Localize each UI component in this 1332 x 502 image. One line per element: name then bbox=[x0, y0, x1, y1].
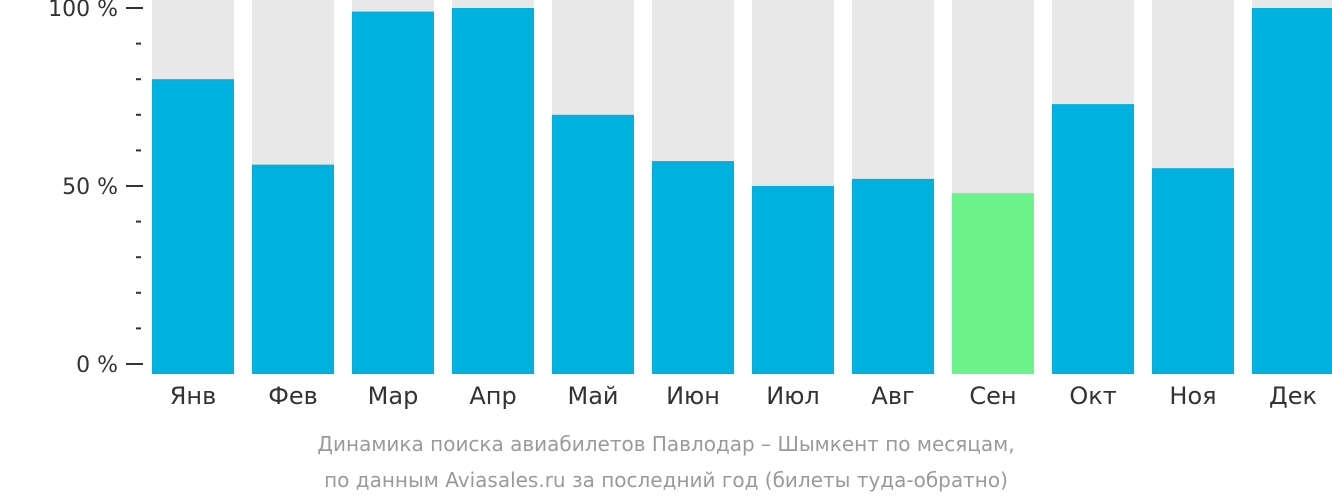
x-tick-label-4: Май bbox=[567, 382, 618, 410]
chart-caption-line-2: по данным Aviasales.ru за последний год … bbox=[324, 468, 1008, 492]
bar-0 bbox=[152, 79, 234, 374]
y-tick-label-2: 100 % bbox=[48, 0, 118, 22]
bar-11 bbox=[1252, 8, 1332, 374]
bar-3 bbox=[452, 8, 534, 374]
bar-9 bbox=[1052, 104, 1134, 375]
bar-4 bbox=[552, 114, 634, 375]
x-tick-label-8: Сен bbox=[969, 382, 1016, 410]
x-tick-label-5: Июн bbox=[666, 382, 720, 410]
x-tick-label-11: Дек bbox=[1269, 382, 1317, 410]
y-tick-label-1: 50 % bbox=[62, 175, 118, 200]
chart-caption-line-1: Динамика поиска авиабилетов Павлодар – Ш… bbox=[317, 432, 1015, 456]
x-tick-label-3: Апр bbox=[469, 382, 516, 410]
bar-7 bbox=[852, 178, 934, 374]
bar-8 bbox=[952, 193, 1034, 374]
x-tick-label-1: Фев bbox=[268, 382, 318, 410]
bar-5 bbox=[652, 161, 734, 374]
x-tick-label-6: Июл bbox=[766, 382, 820, 410]
x-tick-label-10: Ноя bbox=[1169, 382, 1216, 410]
x-tick-label-2: Мар bbox=[368, 382, 419, 410]
x-tick-label-7: Авг bbox=[871, 382, 914, 410]
x-tick-label-0: Янв bbox=[170, 382, 217, 410]
y-tick-label-0: 0 % bbox=[76, 353, 118, 378]
x-tick-label-9: Окт bbox=[1069, 382, 1116, 410]
bar-1 bbox=[252, 164, 334, 374]
bar-2 bbox=[352, 11, 434, 375]
bar-10 bbox=[1152, 168, 1234, 374]
bar-6 bbox=[752, 186, 834, 374]
